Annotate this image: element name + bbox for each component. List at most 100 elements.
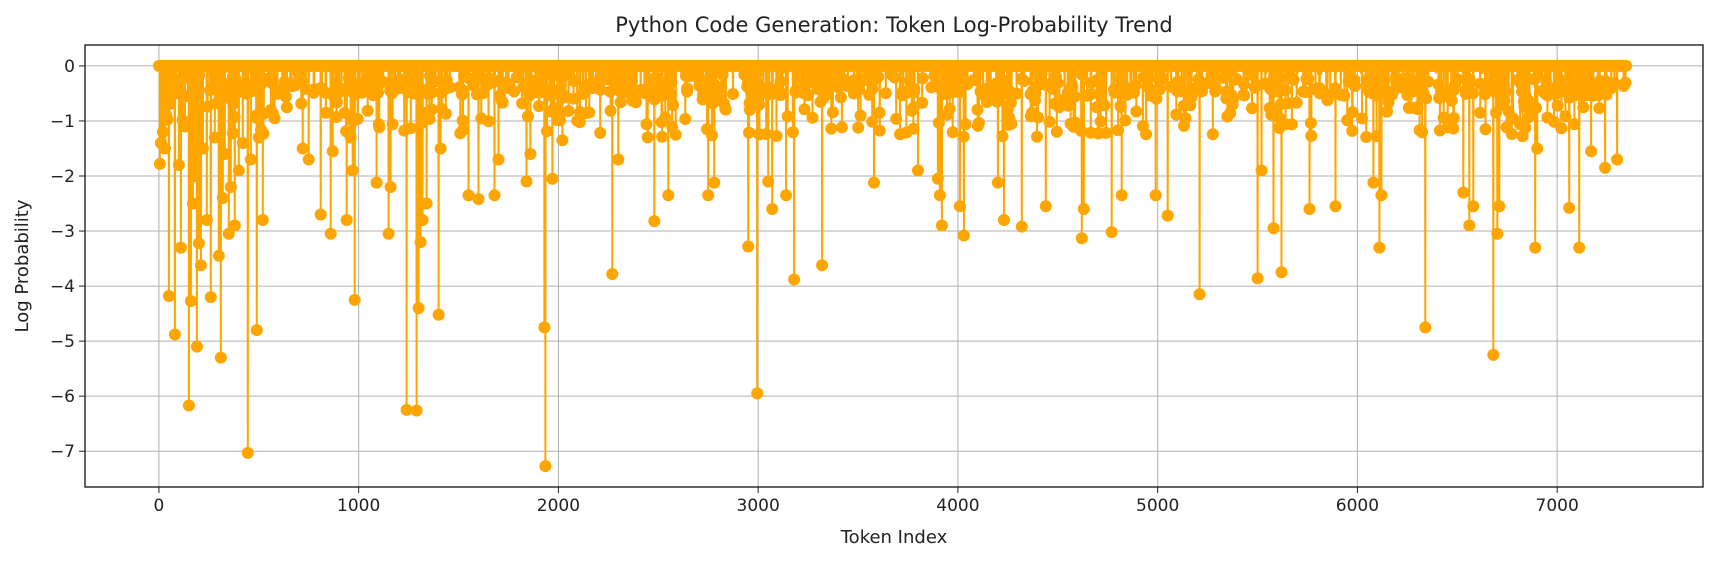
- data-point: [539, 460, 552, 473]
- data-point: [1499, 85, 1512, 98]
- data-point: [1069, 90, 1081, 103]
- data-point: [1094, 115, 1107, 128]
- data-point: [256, 214, 269, 226]
- data-point: [776, 87, 789, 100]
- x-tick-label: 6000: [1336, 496, 1379, 516]
- data-point: [872, 70, 885, 83]
- data-point: [351, 112, 364, 125]
- data-point: [508, 85, 521, 98]
- x-tick-label: 7000: [1536, 496, 1579, 516]
- data-point: [788, 273, 801, 286]
- data-point: [426, 86, 439, 99]
- data-point: [1287, 73, 1300, 86]
- data-point: [641, 131, 654, 144]
- data-point: [1411, 101, 1424, 113]
- data-point: [1463, 73, 1476, 86]
- data-point: [1329, 200, 1342, 213]
- data-point: [425, 103, 438, 116]
- chart-title: Python Code Generation: Token Log-Probab…: [615, 13, 1172, 37]
- data-point: [780, 189, 793, 202]
- data-point: [1522, 94, 1534, 107]
- data-point: [201, 100, 214, 113]
- data-point: [1493, 200, 1506, 213]
- data-point: [170, 87, 183, 100]
- data-point: [295, 97, 308, 110]
- data-point: [1238, 78, 1250, 91]
- data-point: [1279, 84, 1292, 97]
- data-point: [679, 113, 692, 125]
- data-point: [410, 82, 423, 94]
- data-point: [1255, 164, 1268, 177]
- data-point: [786, 126, 799, 139]
- data-point: [1346, 124, 1359, 137]
- data-point: [715, 81, 728, 94]
- data-point: [1010, 87, 1023, 100]
- data-point: [781, 110, 794, 123]
- data-point: [212, 249, 225, 262]
- data-point: [1555, 122, 1568, 135]
- data-point: [279, 90, 292, 103]
- data-point: [943, 102, 956, 115]
- data-point: [1155, 74, 1168, 87]
- data-point: [1348, 80, 1361, 92]
- data-point: [1479, 123, 1492, 136]
- data-point: [226, 127, 239, 140]
- data-point: [423, 113, 436, 125]
- data-point: [751, 76, 763, 89]
- data-point: [400, 403, 413, 416]
- data-point: [662, 189, 675, 202]
- data-point: [567, 92, 580, 105]
- data-point: [946, 126, 959, 139]
- data-point: [1206, 128, 1219, 141]
- data-point: [702, 189, 715, 202]
- data-point: [959, 118, 972, 131]
- data-point: [482, 115, 495, 128]
- data-point: [1419, 321, 1432, 334]
- data-point: [612, 153, 625, 166]
- y-axis-label: Log Probability: [12, 199, 33, 332]
- data-point: [1210, 82, 1222, 95]
- data-point: [957, 229, 970, 242]
- data-point: [538, 68, 551, 81]
- y-tick-label: −1: [50, 112, 75, 132]
- y-tick-label: −7: [50, 442, 75, 462]
- data-point: [228, 111, 241, 123]
- data-point: [1445, 94, 1458, 107]
- data-point: [659, 111, 672, 124]
- data-point: [361, 104, 374, 117]
- data-point: [1474, 106, 1487, 119]
- data-point: [377, 75, 390, 88]
- data-point: [802, 89, 815, 102]
- data-point: [1422, 75, 1435, 88]
- x-tick-label: 4000: [936, 496, 979, 516]
- data-point: [1467, 87, 1480, 100]
- data-point: [266, 77, 279, 90]
- data-point: [414, 236, 427, 249]
- data-point: [516, 97, 529, 110]
- data-point: [1149, 189, 1162, 202]
- data-point: [186, 197, 199, 210]
- data-point: [669, 128, 682, 141]
- data-point: [1530, 101, 1542, 114]
- data-point: [868, 176, 880, 189]
- y-tick-label: 0: [64, 57, 75, 77]
- data-point: [268, 112, 281, 125]
- data-point: [1114, 100, 1127, 113]
- x-axis-label: Token Index: [840, 527, 948, 548]
- data-point: [1075, 124, 1088, 137]
- data-point: [179, 71, 192, 84]
- data-point: [456, 84, 469, 96]
- data-point: [1035, 68, 1048, 81]
- data-point: [1267, 222, 1280, 235]
- data-point: [1004, 96, 1017, 109]
- data-point: [594, 126, 607, 139]
- data-point: [1238, 89, 1251, 102]
- data-point: [1150, 92, 1163, 105]
- data-point: [511, 71, 524, 84]
- data-point: [766, 203, 779, 215]
- data-point: [568, 75, 580, 88]
- data-point: [206, 81, 219, 93]
- data-point: [1608, 77, 1621, 90]
- data-point: [1077, 203, 1090, 215]
- data-point: [640, 118, 653, 131]
